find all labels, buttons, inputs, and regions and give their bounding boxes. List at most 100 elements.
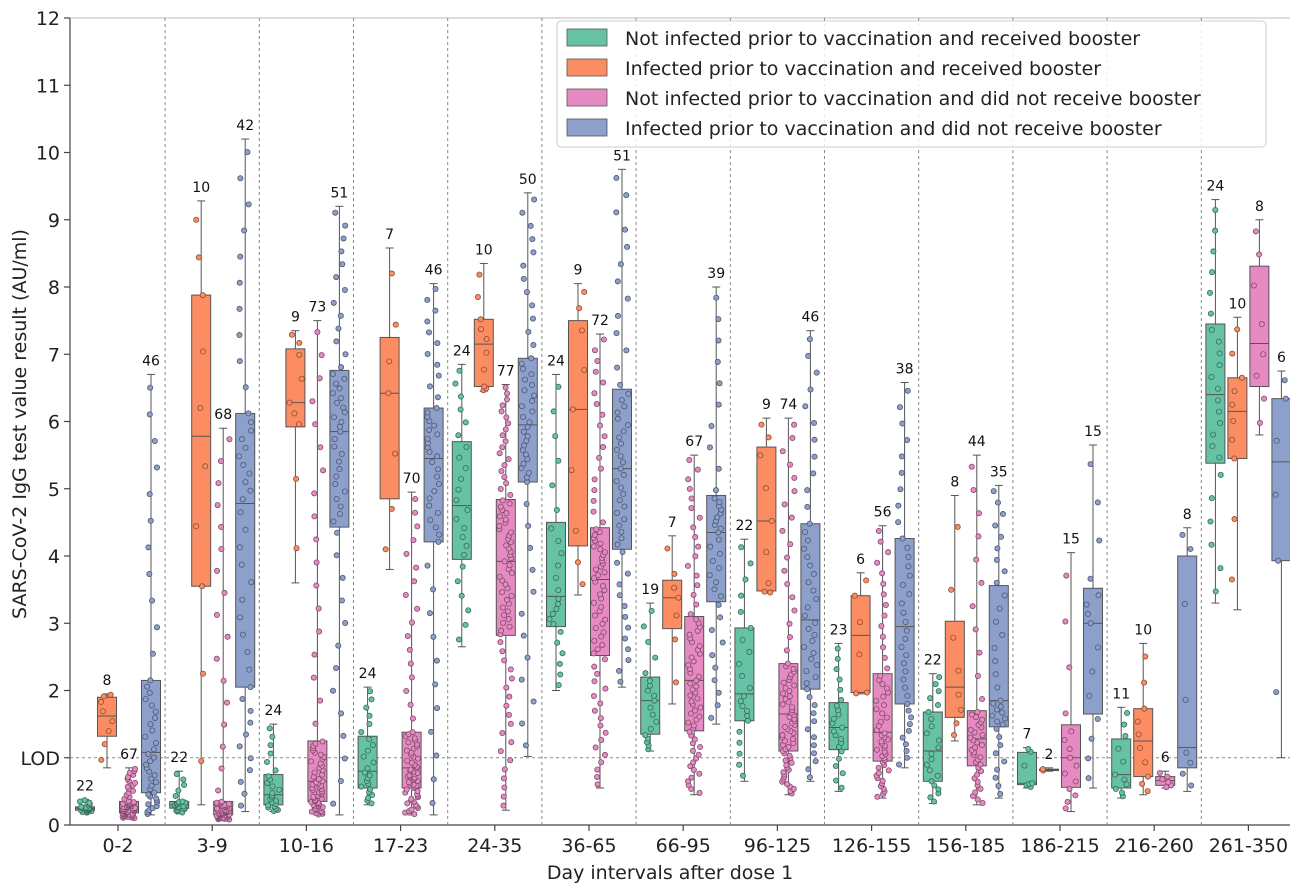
data-point bbox=[791, 488, 798, 495]
data-point bbox=[501, 612, 508, 619]
data-point bbox=[435, 538, 442, 545]
legend: Not infected prior to vaccination and re… bbox=[556, 20, 1267, 148]
box bbox=[191, 294, 212, 587]
data-point bbox=[653, 718, 660, 725]
data-point bbox=[782, 685, 789, 692]
data-point bbox=[784, 554, 791, 561]
data-point bbox=[502, 516, 509, 523]
data-point bbox=[930, 798, 937, 805]
boxplot-group bbox=[944, 494, 965, 742]
data-point bbox=[370, 759, 377, 766]
data-point bbox=[528, 355, 535, 362]
data-point bbox=[236, 279, 243, 286]
data-point bbox=[993, 706, 1000, 713]
boxplot-group bbox=[517, 192, 538, 757]
data-point bbox=[837, 686, 844, 693]
data-point bbox=[1179, 770, 1186, 777]
data-point bbox=[618, 397, 625, 404]
data-point bbox=[308, 758, 315, 765]
data-point bbox=[644, 687, 651, 694]
boxplot-group bbox=[662, 535, 683, 705]
data-point bbox=[807, 562, 814, 569]
data-point bbox=[272, 767, 279, 774]
data-point bbox=[895, 519, 902, 526]
data-point bbox=[246, 666, 253, 673]
data-point bbox=[687, 611, 694, 618]
data-point bbox=[692, 534, 699, 541]
legend-label: Infected prior to vaccination and did no… bbox=[625, 118, 1162, 140]
data-point bbox=[789, 435, 796, 442]
data-point bbox=[739, 636, 746, 643]
data-point bbox=[1002, 715, 1009, 722]
data-point bbox=[613, 509, 620, 516]
data-point bbox=[967, 734, 974, 741]
data-point bbox=[645, 639, 652, 646]
data-point bbox=[904, 700, 911, 707]
data-point bbox=[428, 728, 435, 735]
data-point bbox=[335, 325, 342, 332]
data-point bbox=[714, 702, 721, 709]
data-point bbox=[478, 326, 485, 333]
data-point bbox=[616, 667, 623, 674]
data-point bbox=[407, 701, 414, 708]
data-point bbox=[602, 729, 609, 736]
data-point bbox=[499, 589, 506, 596]
sample-count-label: 6 bbox=[1161, 750, 1170, 766]
data-point bbox=[313, 582, 320, 589]
data-point bbox=[98, 698, 105, 705]
data-point bbox=[151, 772, 158, 779]
data-point bbox=[979, 716, 986, 723]
data-point bbox=[296, 351, 303, 358]
data-point bbox=[330, 414, 337, 421]
data-point bbox=[558, 550, 565, 557]
data-point bbox=[903, 627, 910, 634]
data-point bbox=[455, 432, 462, 439]
data-point bbox=[476, 271, 483, 278]
data-point bbox=[592, 566, 599, 573]
data-point bbox=[927, 794, 934, 801]
data-point bbox=[896, 761, 903, 768]
sample-count-label: 24 bbox=[453, 343, 471, 359]
data-point bbox=[193, 216, 200, 223]
data-point bbox=[529, 566, 536, 573]
data-point bbox=[333, 473, 340, 480]
data-point bbox=[832, 762, 839, 769]
data-point bbox=[992, 618, 999, 625]
data-point bbox=[462, 621, 469, 628]
data-point bbox=[452, 380, 459, 387]
data-point bbox=[313, 559, 320, 566]
boxplot-group bbox=[756, 417, 777, 596]
data-point bbox=[693, 683, 700, 690]
data-point bbox=[616, 592, 623, 599]
data-point bbox=[1231, 455, 1238, 462]
data-point bbox=[763, 549, 770, 556]
sample-count-label: 10 bbox=[1228, 296, 1246, 312]
data-point bbox=[432, 681, 439, 688]
data-point bbox=[330, 687, 337, 694]
data-point bbox=[505, 711, 512, 718]
boxplot-group bbox=[451, 363, 472, 648]
legend-swatch bbox=[566, 28, 608, 47]
data-point bbox=[833, 777, 840, 784]
boxplot-group bbox=[285, 330, 306, 584]
data-point bbox=[712, 664, 719, 671]
data-point bbox=[928, 750, 935, 757]
data-point bbox=[877, 538, 884, 545]
data-point bbox=[426, 329, 433, 336]
data-point bbox=[1085, 775, 1092, 782]
sample-count-label: 46 bbox=[801, 310, 819, 326]
data-point bbox=[226, 436, 233, 443]
data-point bbox=[599, 641, 606, 648]
data-point bbox=[810, 710, 817, 717]
data-point bbox=[806, 520, 813, 527]
data-point bbox=[579, 581, 586, 588]
data-point bbox=[810, 742, 817, 749]
data-point bbox=[238, 561, 245, 568]
data-point bbox=[403, 688, 410, 695]
data-point bbox=[1068, 728, 1075, 735]
data-point bbox=[739, 772, 746, 779]
data-point bbox=[1123, 781, 1130, 788]
data-point bbox=[529, 397, 536, 404]
data-point bbox=[529, 381, 536, 388]
data-point bbox=[132, 779, 139, 786]
